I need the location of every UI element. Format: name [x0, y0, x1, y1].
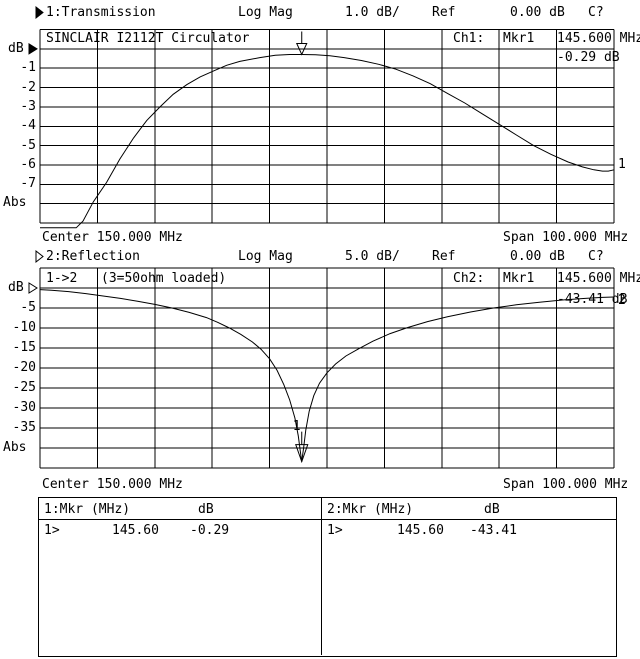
ch1-marker-freq: 145.600 MHz	[557, 31, 640, 46]
ch1-header-label: 1:Transmission	[46, 5, 156, 20]
ch1-trace-number: 1	[618, 157, 626, 172]
marker-table-divider	[321, 497, 322, 655]
chart1-y-tick-label: -5	[20, 137, 36, 153]
ch1-marker-value: -0.29 dB	[557, 50, 620, 65]
ch1-abs-label: Abs	[3, 195, 27, 210]
ch2-trace-number: 2	[618, 293, 626, 308]
marker-table-header-rule	[38, 519, 616, 520]
ch1-span-label: Span 100.000 MHz	[503, 230, 629, 245]
chart2-active-channel-marker-icon	[35, 249, 44, 264]
ch2-readout-mkr: Mkr1	[503, 271, 535, 286]
chart1-y-tick-label: -6	[20, 156, 36, 172]
chart2-ref-level-marker-icon	[28, 282, 38, 294]
ch2-load-note: (3=50ohm loaded)	[101, 271, 227, 286]
mkr-table-1-value: -0.29	[190, 523, 230, 538]
chart2-y-tick-label: -5	[20, 300, 36, 315]
chart2-grid	[39, 267, 615, 469]
ch1-center-label: Center 150.000 MHz	[42, 230, 183, 245]
ch2-header-label: 2:Reflection	[46, 249, 140, 264]
ch2-y-unit-label: dB	[8, 280, 24, 295]
ch2-marker-freq: 145.600 MHz	[557, 271, 640, 286]
chart1-marker-icon	[295, 42, 308, 56]
ch1-device-title: SINCLAIR I2112T Circulator	[46, 31, 250, 46]
chart2-marker-icon	[295, 444, 309, 464]
ch1-format-label: Log Mag	[238, 5, 293, 20]
chart2-y-tick-label: -30	[12, 400, 36, 415]
chart2-trace	[39, 289, 615, 462]
ch2-abs-label: Abs	[3, 440, 27, 455]
ch2-cal-status: C?	[588, 249, 604, 264]
ch1-y-unit-label: dB	[8, 41, 24, 56]
chart2-y-tick-label: -10	[12, 320, 36, 335]
chart2-marker-number: 1	[292, 418, 301, 434]
chart2-y-tick-label: -20	[12, 360, 36, 375]
chart1-trace	[40, 54, 615, 229]
marker-table	[38, 497, 617, 657]
ch2-ref-value: 0.00 dB	[510, 249, 565, 264]
chart1-y-tick-label: -3	[20, 98, 36, 114]
chart1-y-tick-label: -7	[20, 176, 36, 192]
ch2-port-path: 1->2	[46, 271, 78, 286]
mkr-table-2-sel: 1>	[327, 523, 343, 538]
mkr-table-2-title: 2:Mkr (MHz)	[327, 502, 414, 517]
chart2-y-tick-label: -15	[12, 340, 36, 355]
chart1-ref-level-marker-icon	[28, 42, 38, 55]
ch2-marker-value: -43.41 dB	[557, 292, 628, 307]
ch2-span-label: Span 100.000 MHz	[503, 477, 629, 492]
mkr-table-1-freq: 145.60	[112, 523, 159, 538]
ch1-scale-label: 1.0 dB/	[345, 5, 400, 20]
ch2-ref-label: Ref	[432, 249, 456, 264]
ch2-readout-ch: Ch2:	[453, 271, 485, 286]
chart2-y-tick-label: -25	[12, 380, 36, 395]
chart1-y-tick-label: -4	[20, 118, 36, 134]
chart1-active-channel-marker-icon	[35, 5, 44, 20]
ch1-readout-mkr: Mkr1	[503, 31, 535, 46]
mkr-table-1-sel: 1>	[44, 523, 60, 538]
ch2-center-label: Center 150.000 MHz	[42, 477, 183, 492]
ch1-cal-status: C?	[588, 5, 604, 20]
chart1-grid	[39, 29, 615, 224]
mkr-table-1-unit: dB	[198, 502, 214, 517]
mkr-table-1-title: 1:Mkr (MHz)	[44, 502, 131, 517]
mkr-table-2-freq: 145.60	[397, 523, 444, 538]
ch1-ref-value: 0.00 dB	[510, 5, 565, 20]
chart1-y-tick-label: -2	[20, 79, 36, 95]
ch2-scale-label: 5.0 dB/	[345, 249, 400, 264]
ch1-readout-ch: Ch1:	[453, 31, 485, 46]
mkr-table-2-value: -43.41	[470, 523, 517, 538]
chart1-y-tick-label: -1	[20, 60, 36, 76]
ch2-format-label: Log Mag	[238, 249, 293, 264]
chart2-y-tick-label: -35	[12, 420, 36, 435]
ch1-ref-label: Ref	[432, 5, 456, 20]
mkr-table-2-unit: dB	[484, 502, 500, 517]
